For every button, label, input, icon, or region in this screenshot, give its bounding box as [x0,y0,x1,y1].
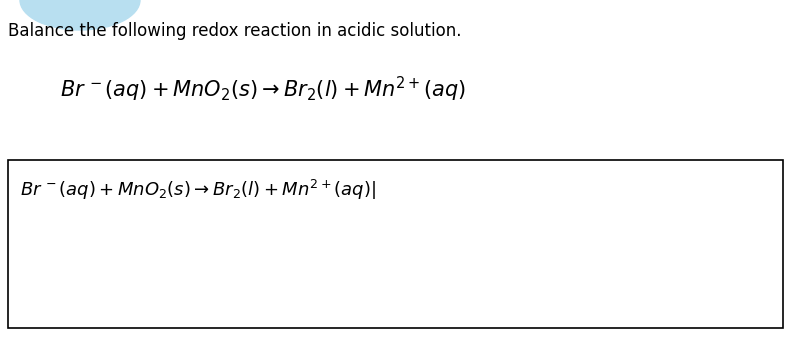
Text: $\mathit{Br}^{\,-}(\mathit{aq}) + \mathit{MnO}_{2}(\mathit{s}) \rightarrow \math: $\mathit{Br}^{\,-}(\mathit{aq}) + \mathi… [20,178,376,202]
Text: Balance the following redox reaction in acidic solution.: Balance the following redox reaction in … [8,22,462,40]
Text: $\mathit{Br}^{\,-}(\mathit{aq})+\mathit{MnO}_{2}(\mathit{s}) \rightarrow \mathit: $\mathit{Br}^{\,-}(\mathit{aq})+\mathit{… [60,75,466,104]
Ellipse shape [20,0,140,30]
FancyBboxPatch shape [8,160,783,328]
